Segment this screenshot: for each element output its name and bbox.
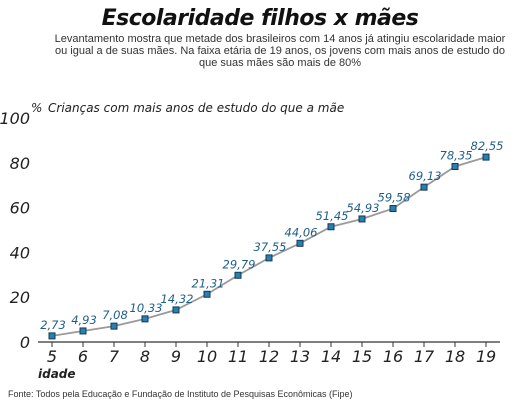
data-point-marker [141,315,149,323]
x-tick-label: 19 [476,347,496,366]
data-point-marker [420,183,428,191]
source-note: Fonte: Todos pela Educação e Fundação de… [8,389,353,399]
x-tick-label: 16 [383,347,403,366]
x-tick-label: 13 [290,347,310,366]
data-point-marker [203,290,211,298]
x-tick-label: 11 [228,347,248,366]
y-tick-label: 40 [10,243,30,262]
x-tick-label: 14 [321,347,341,366]
x-tick-label: 12 [259,347,279,366]
chart-title: Escolaridade filhos x mães [101,6,419,31]
data-point-marker [234,271,242,279]
x-tick-label: 10 [197,347,217,366]
data-point-marker [451,162,459,170]
x-tick-label: 5 [47,347,57,366]
y-tick-label: 100 [0,109,30,128]
y-tick-label: 0 [20,333,30,352]
data-point-marker [296,239,304,247]
y-axis: 0 20 40 60 80 100 [0,109,30,352]
y-tick-label: 20 [10,288,30,307]
data-label: 2,73 [40,318,66,332]
x-axis-title: idade [38,367,76,381]
data-label: 54,93 [347,201,380,215]
data-label: 44,06 [285,225,318,239]
x-tick-label: 17 [414,347,435,366]
x-tick-label: 15 [352,347,372,366]
data-label: 51,45 [316,209,349,223]
x-tick-label: 6 [78,347,88,366]
data-label: 69,13 [409,169,442,183]
series-line-group [48,153,490,340]
data-label: 82,55 [471,139,504,153]
y-axis-unit: % [31,101,42,115]
data-point-marker [110,322,118,330]
data-label: 78,35 [440,148,473,162]
chart-series-title: Crianças com mais anos de estudo do que … [48,101,344,115]
data-label: 21,31 [192,276,225,290]
data-point-marker [172,306,180,314]
data-point-marker [48,332,56,340]
x-tick-label: 18 [445,347,465,366]
data-label: 7,08 [102,308,128,322]
data-point-marker [79,327,87,335]
data-point-marker [482,153,490,161]
data-point-marker [389,205,397,213]
x-axis: 5 6 7 8 9 10 11 12 13 14 15 16 17 18 19 [47,342,496,366]
data-point-marker [358,215,366,223]
y-tick-label: 60 [10,199,30,218]
x-tick-label: 8 [140,347,150,366]
data-label: 4,93 [71,313,97,327]
chart-subtitle: Levantamento mostra que metade dos brasi… [54,33,506,69]
y-tick-label: 80 [10,154,30,173]
data-label: 59,58 [378,191,411,205]
data-label: 10,33 [130,301,163,315]
data-label: 14,32 [161,292,194,306]
data-point-marker [327,223,335,231]
data-label: 37,55 [254,240,287,254]
x-tick-label: 9 [171,347,181,366]
data-point-marker [265,254,273,262]
data-label: 29,79 [223,257,256,271]
x-tick-label: 7 [109,347,120,366]
